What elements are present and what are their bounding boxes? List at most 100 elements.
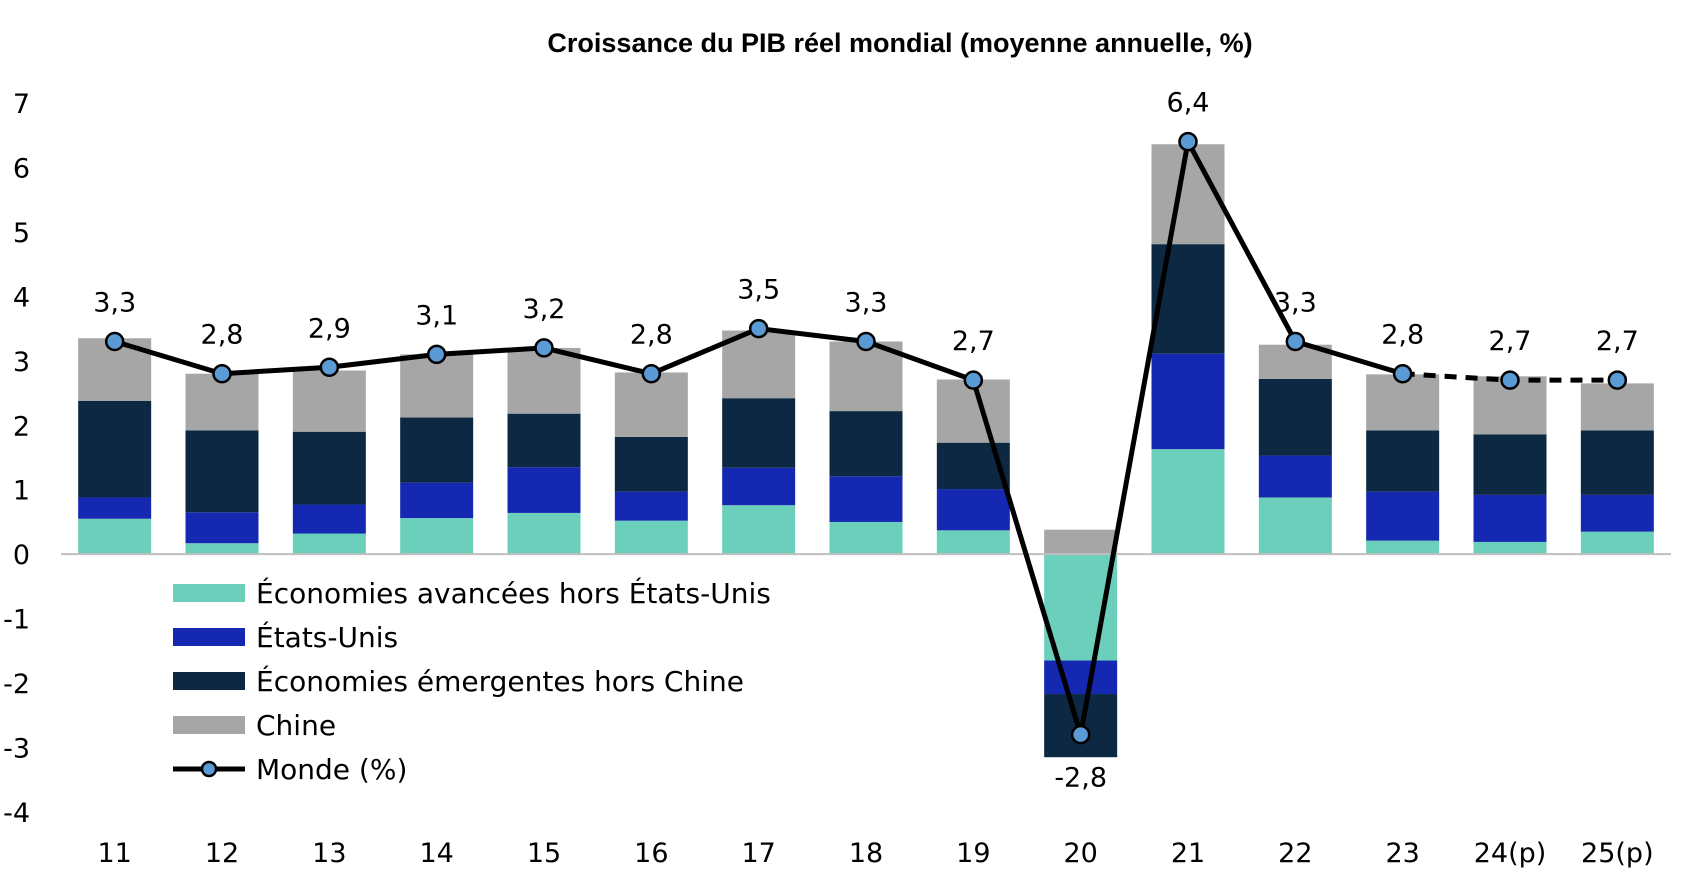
bar-14-series-0: [400, 518, 474, 555]
bar-23-series-3: [1366, 374, 1440, 431]
x-tick-label: 16: [634, 838, 668, 869]
bar-13-series-3: [292, 370, 366, 432]
x-tick-label: 15: [527, 838, 561, 869]
bar-15-series-2: [507, 413, 581, 468]
monde-data-labels: 3,3 2,8 2,9 3,1 3,2 2,8 3,5 3,3 2,7 -2,8 6,4 3,3 2,8…: [93, 88, 1639, 794]
bar-13-series-0: [292, 533, 366, 555]
chart-title: Croissance du PIB réel mondial (moyenne …: [547, 28, 1252, 58]
legend-swatch-2: [173, 672, 245, 690]
bar-24(p)-series-0: [1473, 541, 1547, 555]
monde-data-label: 2,8: [630, 320, 673, 351]
monde-data-label: 2,7: [952, 326, 995, 357]
bar-19-series-0: [936, 530, 1010, 555]
bar-16-series-2: [614, 436, 688, 492]
y-tick-label: 3: [13, 347, 30, 378]
legend: Économies avancées hors États-Unis États-…: [173, 576, 771, 786]
y-tick-label: 1: [13, 476, 30, 507]
monde-point-12: [212, 363, 232, 384]
bar-24(p)-series-2: [1473, 434, 1547, 495]
bar-20-series-1: [1044, 660, 1118, 695]
bar-12-series-0: [185, 543, 259, 555]
bar-11-series-1: [78, 497, 152, 519]
legend-label: Monde (%): [256, 753, 407, 786]
bar-12-series-2: [185, 430, 259, 513]
bar-21-series-1: [1151, 353, 1225, 450]
bar-15-series-1: [507, 467, 581, 513]
bar-23-series-1: [1366, 491, 1440, 541]
bar-21-series-2: [1151, 244, 1225, 354]
x-tick-label: 14: [419, 838, 453, 869]
bar-16-series-1: [614, 491, 688, 521]
bar-25(p)-series-0: [1580, 531, 1654, 555]
x-tick-label: 24(p): [1474, 838, 1547, 869]
legend-label: Économies avancées hors États-Unis: [256, 576, 771, 610]
x-tick-label: 25(p): [1581, 838, 1654, 869]
y-tick-label: -4: [3, 798, 30, 829]
bar-25(p)-series-1: [1580, 494, 1654, 532]
bar-16-series-0: [614, 520, 688, 555]
bar-13-series-2: [292, 431, 366, 505]
monde-point-23: [1392, 363, 1413, 384]
legend-label: Économies émergentes hors Chine: [256, 664, 744, 698]
bar-23-series-0: [1366, 540, 1440, 555]
y-tick-label: 4: [13, 282, 30, 313]
monde-point-17: [748, 318, 769, 339]
y-tick-label: -1: [3, 605, 30, 636]
bar-17-series-2: [722, 398, 796, 468]
monde-point-25(p): [1607, 370, 1628, 390]
y-tick-label: 2: [13, 411, 30, 442]
bar-17-series-3: [722, 330, 796, 399]
monde-point-14: [426, 344, 447, 365]
monde-point-22: [1285, 331, 1306, 352]
legend-label: Chine: [256, 709, 336, 742]
y-tick-label: 5: [13, 218, 30, 249]
x-tick-label: 20: [1063, 838, 1097, 869]
y-tick-label: -3: [3, 734, 30, 765]
bar-23-series-2: [1366, 430, 1440, 492]
bar-18-series-3: [829, 341, 903, 412]
monde-data-label: 2,8: [201, 320, 244, 351]
x-tick-label: 13: [312, 838, 346, 869]
bar-13-series-1: [292, 504, 366, 534]
monde-data-label: 6,4: [1167, 88, 1210, 119]
bar-15-series-3: [507, 347, 581, 414]
monde-data-label: 2,7: [1489, 326, 1532, 357]
bar-12-series-1: [185, 512, 259, 544]
bar-14-series-1: [400, 482, 474, 519]
monde-line-layer: [104, 131, 1628, 745]
bar-25(p)-series-3: [1580, 383, 1654, 431]
legend-swatch-3: [173, 716, 245, 734]
monde-data-label: 2,7: [1596, 326, 1639, 357]
bar-19-series-1: [936, 489, 1010, 531]
monde-point-11: [104, 331, 125, 352]
legend-label: États-Unis: [256, 620, 398, 654]
x-axis-ticks: 11 12 13 14 15 16 17 18 19 20 21 22 23 24(p) 25(p): [97, 838, 1653, 869]
monde-data-label: 3,5: [737, 275, 780, 306]
bar-21-series-0: [1151, 449, 1225, 555]
bar-19-series-3: [936, 379, 1010, 443]
x-tick-label: 18: [849, 838, 883, 869]
monde-data-label: 3,3: [845, 287, 888, 318]
monde-point-19: [963, 370, 984, 390]
x-tick-label: 11: [97, 838, 131, 869]
bar-20-series-3: [1044, 529, 1118, 555]
legend-swatch-0: [173, 584, 245, 602]
bar-15-series-0: [507, 512, 581, 555]
monde-point-24(p): [1500, 370, 1520, 390]
y-tick-label: 0: [13, 540, 30, 571]
bar-22-series-1: [1258, 455, 1332, 498]
legend-marker-sample: [200, 760, 218, 778]
x-tick-label: 12: [205, 838, 239, 869]
x-tick-label: 17: [741, 838, 775, 869]
bar-18-series-1: [829, 476, 903, 522]
bar-18-series-0: [829, 521, 903, 555]
bar-22-series-0: [1258, 497, 1332, 555]
bar-17-series-1: [722, 467, 796, 506]
y-tick-label: -2: [3, 669, 30, 700]
bar-17-series-0: [722, 505, 796, 555]
legend-swatch-1: [173, 628, 245, 646]
monde-data-label: 3,3: [93, 287, 136, 318]
y-tick-label: 7: [13, 89, 30, 120]
monde-point-20: [1070, 724, 1091, 745]
